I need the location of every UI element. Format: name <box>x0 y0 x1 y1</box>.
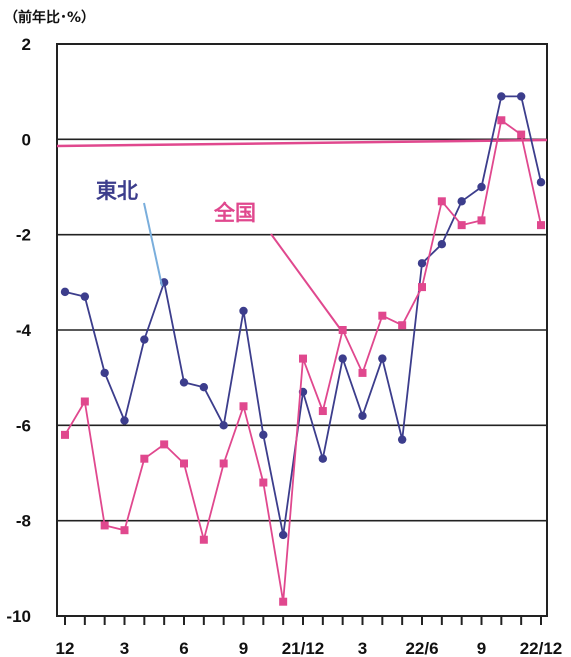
data-point <box>338 354 347 363</box>
data-point <box>60 287 70 297</box>
data-point <box>457 221 466 230</box>
data-point <box>219 421 228 430</box>
data-point <box>318 454 328 463</box>
data-point <box>417 259 427 268</box>
y-tick-label: -8 <box>16 512 31 531</box>
x-tick-label: 22/6 <box>405 639 438 657</box>
data-point <box>100 368 109 378</box>
x-tick-label: 6 <box>179 639 188 657</box>
x-tick-marks <box>64 616 542 625</box>
data-point <box>239 306 248 316</box>
data-point <box>61 430 69 439</box>
x-tick-label: 3 <box>358 639 367 657</box>
data-point <box>318 407 327 416</box>
data-point <box>199 383 209 392</box>
data-point <box>80 397 89 406</box>
x-tick-label: 12 <box>56 639 75 657</box>
data-series <box>60 92 546 606</box>
x-tick-label: 22/12 <box>520 639 563 657</box>
data-point <box>536 178 546 187</box>
data-point <box>437 197 446 206</box>
data-point <box>477 182 486 192</box>
y-tick-label: -2 <box>16 226 31 245</box>
data-point <box>516 92 526 101</box>
data-point <box>219 459 228 468</box>
series-1 <box>61 116 545 606</box>
zero-reference-line <box>56 138 548 148</box>
y-tick-label: -10 <box>6 607 31 626</box>
data-point <box>120 526 129 535</box>
data-point <box>299 354 307 363</box>
data-point <box>497 116 506 125</box>
y-tick-labels: 2 0 -2 -4 -6 -8 -10 <box>6 35 31 626</box>
data-point <box>437 240 447 249</box>
data-point <box>279 597 288 606</box>
tohoku-label-leader <box>143 202 163 287</box>
data-point <box>477 216 486 225</box>
y-tick-label: 0 <box>22 130 31 149</box>
x-tick-label: 9 <box>239 639 248 657</box>
x-tick-label: 3 <box>120 639 129 657</box>
x-tick-labels: 12 3 6 9 21/12 3 22/6 9 22/12 <box>56 639 563 657</box>
y-tick-label: -6 <box>16 416 31 435</box>
data-point <box>537 221 545 230</box>
data-point <box>259 478 268 487</box>
data-point <box>180 459 188 468</box>
data-point <box>239 402 248 411</box>
data-point <box>199 535 208 544</box>
y-tick-label: 2 <box>22 35 31 54</box>
y-axis-unit-label: （前年比･%） <box>4 9 95 26</box>
data-point <box>100 521 109 530</box>
y-tick-label: -4 <box>16 321 32 340</box>
data-point <box>140 454 149 463</box>
data-point <box>140 335 149 344</box>
data-point <box>358 368 367 377</box>
series-0 <box>60 92 546 540</box>
data-point <box>338 326 347 334</box>
data-point <box>517 130 526 139</box>
data-point <box>418 283 426 292</box>
data-point <box>397 435 407 444</box>
data-point <box>120 416 129 425</box>
data-point <box>259 430 268 440</box>
data-point <box>457 197 466 206</box>
data-point <box>80 292 90 301</box>
zenkoku-series-label: 全国 <box>213 201 256 225</box>
data-point <box>378 354 387 363</box>
data-point <box>378 311 387 320</box>
tohoku-series-label: 東北 <box>96 179 138 203</box>
data-point <box>179 378 189 387</box>
data-point <box>398 321 407 330</box>
x-tick-label: 21/12 <box>282 639 325 657</box>
series-line <box>64 95 542 536</box>
x-tick-label: 9 <box>477 639 486 657</box>
data-point <box>358 411 367 420</box>
data-point <box>160 440 169 449</box>
data-point <box>278 530 288 540</box>
grid-lines <box>57 138 547 522</box>
data-point <box>497 92 506 101</box>
zenkoku-label-leader <box>270 233 342 331</box>
